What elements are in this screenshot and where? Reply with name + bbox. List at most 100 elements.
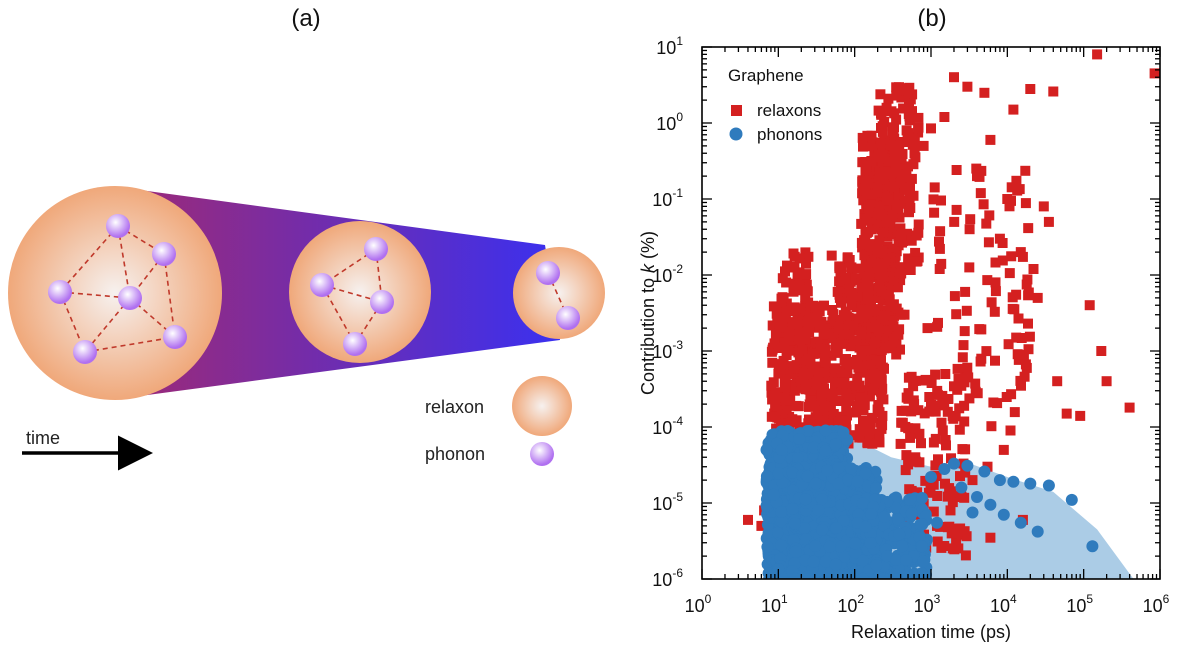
relaxon-point <box>1016 333 1027 343</box>
relaxon-point <box>1001 392 1012 402</box>
relaxon-point <box>803 297 814 308</box>
phonon-point <box>878 519 890 532</box>
relaxon-point <box>1009 407 1020 418</box>
relaxon-point <box>913 219 924 230</box>
relaxon-point <box>869 344 880 355</box>
relaxon-point <box>780 382 791 393</box>
relaxon-point <box>819 300 829 311</box>
relaxon-point <box>891 114 902 125</box>
phonon-point <box>870 559 883 572</box>
relaxon-point <box>852 355 862 365</box>
relaxon-point <box>836 367 847 378</box>
x-tick-label: 105 <box>1066 592 1093 616</box>
relaxon-point <box>954 403 965 414</box>
relaxon-point <box>1023 344 1034 355</box>
relaxon-small <box>513 247 605 339</box>
relaxon-point <box>929 207 940 218</box>
relaxon-point <box>951 165 962 175</box>
x-tick-label: 106 <box>1143 592 1170 616</box>
phonon-point <box>798 522 811 534</box>
phonon-point <box>888 568 901 579</box>
relaxon-point <box>860 228 871 239</box>
relaxon-point <box>770 387 781 398</box>
relaxon-point <box>960 467 971 478</box>
relaxon-point <box>959 416 970 427</box>
relaxon-point <box>874 174 885 185</box>
phonon-point <box>881 550 894 563</box>
relaxon-point <box>819 405 830 415</box>
relaxon-point <box>959 326 970 337</box>
legend-phonons-marker <box>729 127 743 141</box>
relaxon-point <box>970 386 981 397</box>
relaxon-point <box>998 444 1009 455</box>
relaxon-point <box>812 309 823 320</box>
relaxon-point <box>979 87 990 98</box>
relaxon-point <box>888 335 899 345</box>
relaxon-point <box>939 112 950 122</box>
relaxon-point <box>1096 346 1107 356</box>
relaxon-point <box>1023 318 1033 329</box>
relaxon-point <box>899 309 910 320</box>
phonon-point <box>837 515 850 527</box>
relaxon-point <box>878 227 889 238</box>
relaxon-point <box>866 224 877 235</box>
phonon-point <box>789 545 802 558</box>
phonon-point <box>772 467 785 480</box>
relaxon-point <box>930 369 941 380</box>
relaxon-point <box>941 440 951 451</box>
relaxon-point <box>1011 332 1022 343</box>
phonon-point <box>829 558 842 571</box>
relaxon-medium <box>289 221 431 363</box>
phonon-point <box>775 515 788 528</box>
relaxon-point <box>945 487 956 498</box>
phonon-point <box>1007 475 1020 488</box>
relaxon-point <box>876 109 887 120</box>
phonon-point <box>948 457 960 470</box>
relaxon-point <box>960 550 971 561</box>
relaxon-point <box>796 376 807 387</box>
relaxon-point <box>889 122 899 133</box>
relaxon-point <box>773 343 784 353</box>
relaxon-point <box>868 383 879 394</box>
relaxon-point <box>877 121 888 132</box>
relaxon-point <box>826 388 837 399</box>
relaxon-point <box>947 497 958 508</box>
relaxon-point <box>767 394 778 405</box>
relaxon-point <box>1124 402 1135 413</box>
relaxon-point <box>934 264 945 274</box>
relaxon-point <box>881 215 892 226</box>
relaxon-point <box>930 406 941 417</box>
relaxon-point <box>770 400 781 411</box>
phonon-point <box>830 522 843 534</box>
relaxon-point <box>982 275 993 286</box>
panel-a-label: (a) <box>291 5 320 32</box>
relaxon-point <box>937 425 948 436</box>
relaxon-point <box>795 334 806 345</box>
relaxon-point <box>779 312 790 323</box>
relaxon-point <box>826 418 836 429</box>
relaxon-point <box>861 190 872 201</box>
relaxon-point <box>936 258 947 269</box>
phonon-point <box>915 518 928 531</box>
relaxon-point <box>888 321 899 332</box>
relaxon-small-phonons <box>536 261 580 330</box>
relaxon-point <box>836 415 847 426</box>
relaxon-point <box>805 337 816 348</box>
relaxon-point <box>989 306 1000 317</box>
x-tick-label: 101 <box>761 592 788 616</box>
relaxon-point <box>901 125 912 136</box>
relaxon-point <box>826 250 837 261</box>
relaxon-point <box>893 329 904 340</box>
relaxon-medium-phonons <box>310 237 394 356</box>
relaxon-point <box>889 108 900 119</box>
phonon-point <box>865 508 878 520</box>
phonon-point <box>767 488 780 501</box>
relaxon-point <box>852 373 863 384</box>
relaxon-point <box>794 268 805 279</box>
relaxon-point <box>903 388 914 399</box>
relaxon-point <box>964 393 975 404</box>
relaxon-point <box>916 438 926 449</box>
relaxon-point <box>780 374 791 385</box>
relaxon-point <box>856 218 867 229</box>
relaxon-point <box>772 405 783 416</box>
